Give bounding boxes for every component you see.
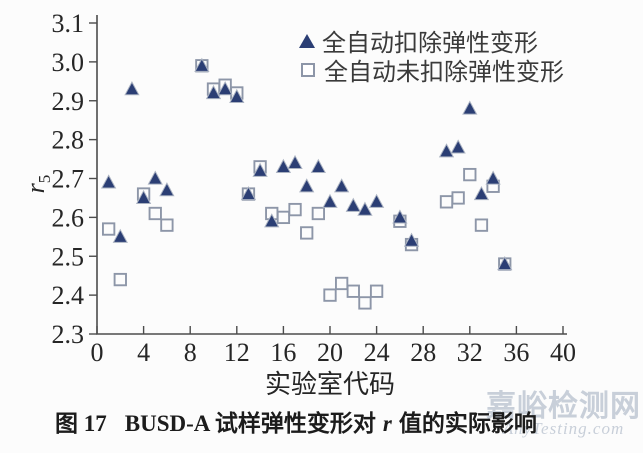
y-tick-label: 2.3	[52, 320, 85, 349]
open-square-marker-icon	[301, 62, 315, 77]
data-point-deducted	[403, 232, 420, 247]
caption-text-pre: BUSD-A 试样弹性变形对	[124, 411, 376, 436]
y-axis-subscript: 5	[35, 174, 55, 184]
data-point-deducted	[310, 158, 326, 173]
data-point-not-deducted	[346, 284, 360, 298]
y-tick-label: 2.7	[52, 165, 85, 194]
y-axis-label: r5	[14, 162, 58, 206]
data-point-deducted	[345, 197, 361, 212]
data-point-deducted	[159, 182, 175, 197]
data-point-deducted	[264, 213, 280, 228]
y-tick-label: 2.9	[52, 87, 85, 116]
data-point-deducted	[135, 189, 152, 205]
y-tick-label: 2.4	[52, 281, 85, 310]
figure-caption: 图 17 BUSD-A 试样弹性变形对 r 值的实际影响	[55, 404, 615, 438]
y-axis-variable: r	[21, 183, 50, 194]
data-point-deducted	[368, 193, 385, 208]
data-point-deducted	[334, 178, 350, 193]
legend-item-not-deducted: 全自动未扣除弹性变形	[299, 55, 564, 86]
x-tick-label: 12	[224, 338, 250, 367]
legend-label-not-deducted: 全自动未扣除弹性变形	[324, 60, 564, 86]
data-point-deducted	[438, 143, 455, 158]
data-point-deducted	[450, 139, 466, 154]
data-point-deducted	[101, 174, 117, 189]
data-point-not-deducted	[451, 191, 465, 205]
data-point-deducted	[194, 57, 210, 72]
data-point-not-deducted	[474, 218, 489, 232]
y-tick-label: 3.1	[52, 9, 85, 38]
data-point-deducted	[252, 162, 268, 177]
data-point-deducted	[229, 88, 245, 103]
data-point-deducted	[112, 228, 128, 243]
y-tick-label: 2.6	[52, 203, 85, 232]
x-axis-label: 实验室代码	[264, 370, 395, 399]
x-tick-label: 24	[364, 338, 390, 367]
data-point-deducted	[497, 255, 513, 271]
data-point-deducted	[392, 209, 408, 224]
data-point-deducted	[124, 81, 140, 96]
data-point-not-deducted	[463, 167, 477, 182]
x-tick-label: 4	[137, 338, 150, 367]
data-point-deducted	[240, 185, 257, 201]
y-tick-label: 3.0	[52, 48, 85, 77]
data-point-deducted	[205, 84, 222, 100]
data-point-deducted	[473, 185, 490, 201]
x-tick-label: 16	[270, 338, 296, 367]
caption-text-post: 值的实际影响	[398, 411, 537, 436]
data-point-deducted	[217, 81, 233, 96]
x-tick-label: 20	[317, 338, 343, 367]
data-point-not-deducted	[101, 222, 116, 236]
data-point-not-deducted	[276, 210, 291, 225]
data-point-not-deducted	[160, 218, 174, 232]
data-point-not-deducted	[148, 206, 162, 221]
x-tick-label: 36	[503, 338, 529, 367]
x-tick-label: 0	[91, 338, 104, 367]
data-point-not-deducted	[323, 288, 337, 302]
legend-item-deducted: 全自动扣除弹性变形	[299, 26, 564, 57]
data-point-not-deducted	[300, 226, 314, 240]
y-tick-label: 2.8	[52, 126, 85, 155]
data-point-deducted	[287, 154, 303, 170]
scatter-chart: 2.3 2.4 2.5 2.6 2.7 2.8 2.9 3.0 3.1 0 4 8 12 16 20 24 28…	[52, 9, 577, 367]
data-point-deducted	[275, 158, 292, 173]
caption-variable: r	[382, 411, 392, 436]
x-tick-label: 40	[550, 338, 576, 367]
data-point-deducted	[462, 100, 478, 115]
filled-triangle-marker-icon	[299, 33, 315, 48]
x-tick-label: 8	[184, 338, 197, 367]
data-point-not-deducted	[369, 284, 384, 298]
data-point-deducted	[322, 193, 338, 208]
data-point-not-deducted	[288, 202, 302, 217]
data-point-not-deducted	[439, 195, 454, 209]
y-tick-label: 2.5	[52, 242, 85, 271]
x-tick-label: 28	[410, 338, 436, 367]
data-point-deducted	[485, 170, 501, 185]
data-point-not-deducted	[358, 296, 372, 310]
legend-label-deducted: 全自动扣除弹性变形	[322, 31, 538, 57]
data-point-deducted	[147, 170, 163, 185]
data-point-deducted	[357, 201, 373, 216]
data-point-deducted	[299, 178, 315, 193]
figure-number: 图 17	[55, 411, 107, 436]
legend: 全自动扣除弹性变形 全自动未扣除弹性变形	[299, 26, 564, 86]
data-point-not-deducted	[113, 272, 127, 287]
data-point-not-deducted	[311, 206, 325, 221]
x-tick-label: 32	[457, 338, 483, 367]
data-point-not-deducted	[335, 276, 349, 291]
